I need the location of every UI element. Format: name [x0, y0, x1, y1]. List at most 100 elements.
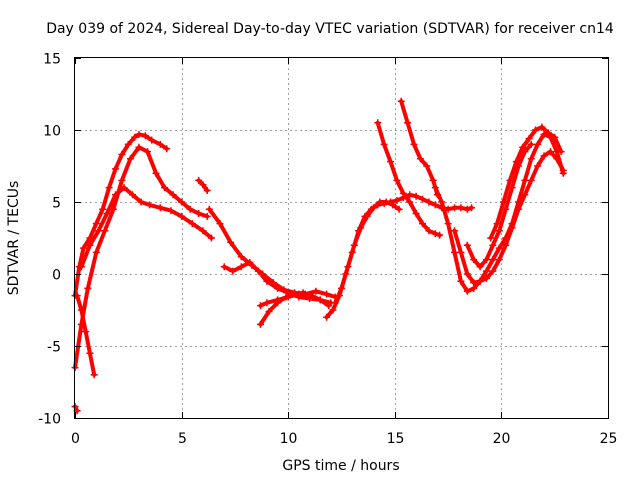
- series-arc-13: [374, 119, 444, 239]
- series-arc-5: [77, 184, 215, 271]
- data-point: [178, 198, 186, 206]
- data-point: [540, 152, 548, 160]
- chart-title: Day 039 of 2024, Sidereal Day-to-day VTE…: [46, 21, 614, 37]
- x-axis-label: GPS time / hours: [282, 458, 399, 474]
- series-arc-6: [195, 176, 211, 194]
- x-tick-label: 15: [387, 431, 405, 447]
- data-point: [389, 201, 397, 209]
- data-point: [205, 205, 213, 213]
- plot-area: [71, 97, 567, 415]
- data-point: [463, 241, 471, 249]
- data-point: [425, 227, 433, 235]
- data-point: [489, 256, 497, 264]
- data-point: [256, 302, 264, 310]
- data-point: [143, 148, 151, 156]
- plot-frame: [74, 57, 609, 419]
- data-point: [129, 191, 137, 199]
- series-arc-1: [71, 130, 171, 300]
- data-point: [436, 231, 444, 239]
- data-point: [399, 189, 407, 197]
- data-point: [312, 287, 320, 295]
- data-point: [468, 204, 476, 212]
- axis-ticks: 0 5 10 15 20 25 -10 -5 0 5 10 15: [38, 52, 617, 448]
- data-point: [101, 227, 109, 235]
- series-arc-16: [463, 140, 535, 271]
- series-trace: [375, 120, 442, 238]
- data-point: [519, 143, 527, 151]
- data-point: [514, 205, 522, 213]
- data-point: [357, 224, 365, 232]
- data-point: [450, 227, 458, 235]
- data-point: [553, 155, 561, 163]
- data-point: [103, 210, 111, 218]
- data-point: [416, 155, 424, 163]
- data-point: [207, 234, 215, 242]
- data-point: [188, 220, 196, 228]
- data-point: [227, 238, 235, 246]
- data-point: [489, 267, 497, 275]
- data-point: [419, 195, 427, 203]
- data-point: [450, 248, 458, 256]
- data-point: [540, 130, 548, 138]
- y-axis-label: SDTVAR / TECUs: [6, 181, 22, 296]
- data-point: [406, 191, 414, 199]
- data-point: [431, 230, 439, 238]
- data-point: [199, 227, 207, 235]
- x-tick-label: 5: [178, 431, 187, 447]
- series-trace: [73, 132, 169, 298]
- data-point: [527, 155, 535, 163]
- data-point: [216, 220, 224, 228]
- data-point: [118, 176, 126, 184]
- x-tick-label: 0: [71, 431, 80, 447]
- data-point: [508, 224, 516, 232]
- series-trace: [73, 145, 210, 370]
- data-point: [265, 307, 273, 315]
- data-point: [476, 277, 484, 285]
- y-tick-label: 0: [52, 268, 61, 284]
- data-point: [199, 181, 207, 189]
- data-point: [476, 263, 484, 271]
- data-point: [412, 192, 420, 200]
- data-point: [425, 198, 433, 206]
- data-point: [527, 140, 535, 148]
- data-point: [495, 256, 503, 264]
- data-point: [544, 129, 552, 137]
- data-point: [263, 277, 271, 285]
- data-point: [369, 204, 377, 212]
- data-point: [163, 145, 171, 153]
- data-point: [220, 263, 228, 271]
- data-point: [397, 97, 405, 105]
- data-point: [112, 165, 120, 173]
- data-point: [118, 150, 126, 158]
- data-point: [77, 263, 85, 271]
- data-point: [423, 162, 431, 170]
- data-point: [86, 349, 94, 357]
- grid: [75, 58, 608, 418]
- data-point: [80, 244, 88, 252]
- data-point: [412, 210, 420, 218]
- data-point: [487, 234, 495, 242]
- data-point: [393, 176, 401, 184]
- data-point: [146, 201, 154, 209]
- data-point: [325, 302, 333, 310]
- data-point: [521, 176, 529, 184]
- data-point: [482, 274, 490, 282]
- data-point: [404, 119, 412, 127]
- y-tick-label: 10: [43, 124, 61, 140]
- data-point: [463, 287, 471, 295]
- data-point: [331, 299, 339, 307]
- data-point: [152, 169, 160, 177]
- data-point: [148, 136, 156, 144]
- data-point: [532, 126, 540, 134]
- data-point: [500, 198, 508, 206]
- data-point: [161, 184, 169, 192]
- data-point: [470, 256, 478, 264]
- data-point: [534, 140, 542, 148]
- data-point: [82, 328, 90, 336]
- data-point: [431, 201, 439, 209]
- data-point: [156, 204, 164, 212]
- data-point: [274, 296, 282, 304]
- data-point: [457, 277, 465, 285]
- data-point: [178, 212, 186, 220]
